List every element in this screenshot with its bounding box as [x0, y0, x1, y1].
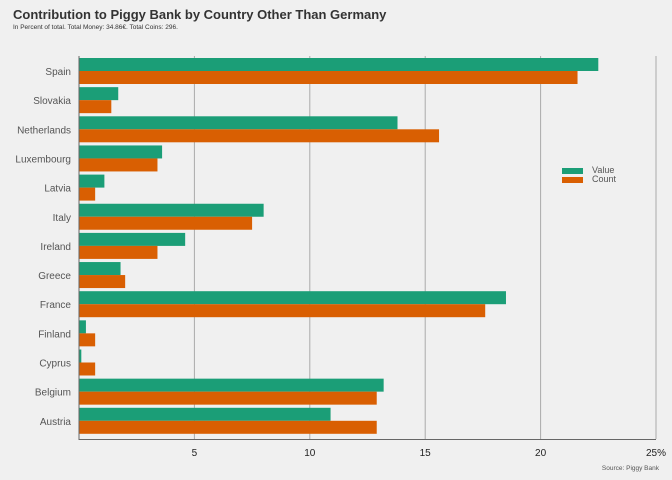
bar-france-count [79, 304, 486, 318]
bar-slovakia-count [79, 100, 112, 114]
category-label-luxembourg: Luxembourg [15, 154, 71, 165]
x-tick-label-15: 15 [420, 448, 432, 459]
bar-cyprus-value [79, 349, 82, 363]
category-label-spain: Spain [45, 67, 71, 78]
category-label-france: France [40, 300, 72, 311]
category-labels: Spain Slovakia Netherlands Luxembourg Latvia… [15, 67, 71, 428]
category-label-ireland: Ireland [40, 242, 71, 253]
bar-luxembourg-value [79, 145, 163, 159]
axes [78, 56, 656, 440]
legend-label-value: Value [592, 165, 615, 175]
source-note: Source: Piggy Bank [601, 465, 659, 472]
bar-ireland-count [79, 245, 158, 259]
x-tick-label-10: 10 [304, 448, 316, 459]
bar-belgium-count [79, 391, 377, 405]
bar-netherlands-value [79, 116, 398, 130]
bar-greece-value [79, 262, 121, 276]
legend: Value Count [562, 166, 616, 184]
legend-label-count: Count [592, 174, 617, 184]
bar-netherlands-count [79, 129, 440, 143]
category-label-austria: Austria [40, 417, 72, 428]
x-tick-label-20: 20 [535, 448, 547, 459]
bar-cyprus-count [79, 362, 96, 376]
bars [79, 58, 599, 434]
legend-swatch-value [562, 167, 583, 174]
bar-italy-count [79, 216, 253, 230]
bar-france-value [79, 291, 506, 305]
bar-belgium-value [79, 378, 384, 392]
category-label-greece: Greece [38, 271, 71, 282]
category-label-netherlands: Netherlands [17, 125, 71, 136]
bar-italy-value [79, 203, 264, 217]
bar-spain-value [79, 58, 599, 71]
chart-title: Contribution to Piggy Bank by Country Ot… [13, 7, 387, 22]
legend-swatch-count [562, 176, 583, 183]
category-label-finland: Finland [38, 329, 71, 340]
category-label-cyprus: Cyprus [39, 359, 71, 370]
category-label-italy: Italy [53, 213, 71, 224]
bar-ireland-value [79, 232, 186, 246]
category-label-belgium: Belgium [35, 388, 71, 399]
tick-labels: 5 10 15 20 25% [192, 448, 666, 459]
bar-austria-value [79, 407, 331, 421]
bar-luxembourg-count [79, 158, 158, 172]
bar-latvia-count [79, 187, 96, 201]
bar-latvia-value [79, 174, 105, 188]
category-label-latvia: Latvia [44, 184, 71, 195]
bar-finland-count [79, 333, 96, 347]
bar-austria-count [79, 420, 377, 434]
legend-item-count: Count [562, 175, 616, 184]
legend-item-value: Value [562, 166, 616, 175]
x-tick-label-5: 5 [192, 448, 198, 459]
category-label-slovakia: Slovakia [33, 96, 71, 107]
bar-greece-count [79, 275, 126, 289]
bar-slovakia-value [79, 87, 119, 101]
bar-finland-value [79, 320, 86, 334]
bar-spain-count [79, 71, 578, 84]
chart-subtitle: In Percent of total. Total Money: 34.86€… [13, 24, 178, 31]
x-tick-label-25: 25% [646, 448, 666, 459]
